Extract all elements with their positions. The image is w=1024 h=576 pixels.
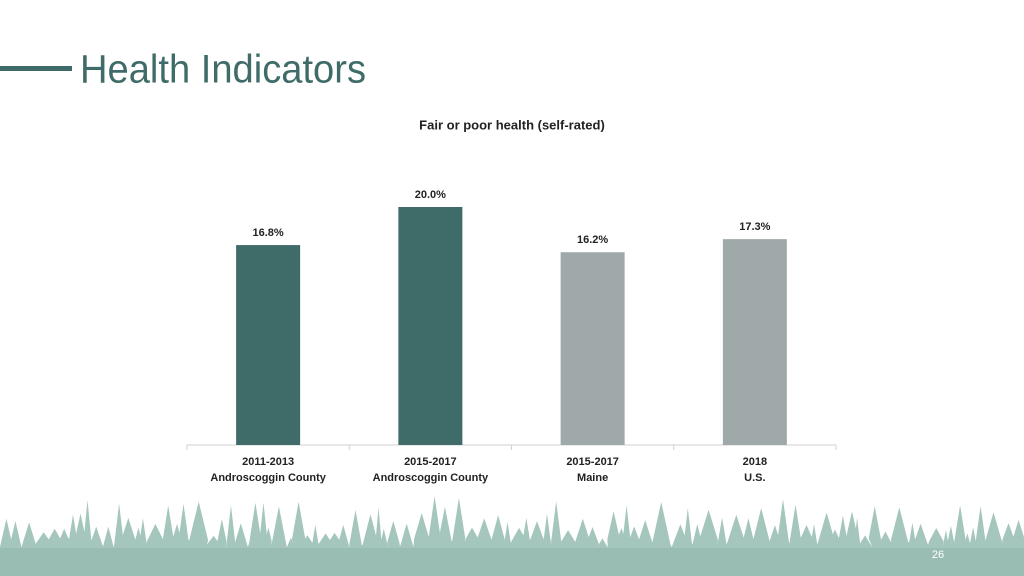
slide-title: Health Indicators <box>80 48 366 92</box>
ground <box>0 548 1024 576</box>
page-number: 26 <box>932 549 944 561</box>
x-tick-label: 2018 <box>743 456 767 468</box>
x-tick-label: 2015-2017 <box>404 456 457 468</box>
bar <box>398 207 463 445</box>
bar <box>722 239 787 445</box>
x-tick-label: 2015-2017 <box>566 456 619 468</box>
bar <box>560 252 625 445</box>
chart-title: Fair or poor health (self-rated) <box>419 117 605 132</box>
tree-silhouette <box>0 496 1024 576</box>
bar <box>236 245 301 445</box>
title-rule <box>0 66 72 71</box>
x-tick-label: Androscoggin County <box>210 472 326 484</box>
x-tick-label: Maine <box>577 472 608 484</box>
data-label: 20.0% <box>415 189 446 201</box>
x-tick-label: 2011-2013 <box>242 456 294 468</box>
x-tick-label: Androscoggin County <box>373 472 489 484</box>
data-label: 16.2% <box>577 234 608 246</box>
x-tick-label: U.S. <box>744 472 765 484</box>
data-label: 17.3% <box>739 221 770 233</box>
data-label: 16.8% <box>253 227 284 239</box>
